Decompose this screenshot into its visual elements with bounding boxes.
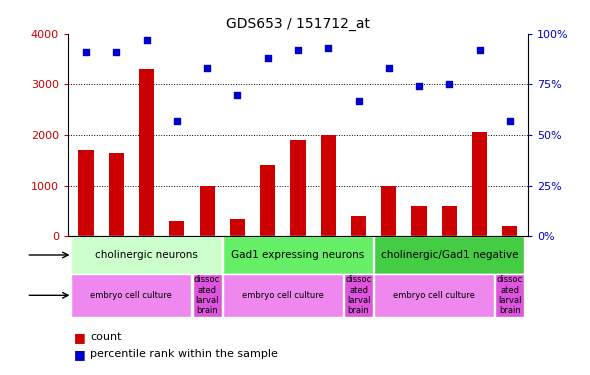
Bar [411, 206, 427, 236]
Text: dissoc
ated
larval
brain: dissoc ated larval brain [194, 275, 220, 315]
Bar [78, 150, 94, 236]
Bar [472, 132, 487, 236]
Bar [139, 69, 154, 236]
Point [263, 55, 273, 61]
Text: Gad1 expressing neurons: Gad1 expressing neurons [231, 250, 365, 260]
Bar [260, 165, 276, 236]
Bar [192, 274, 222, 317]
Bar [230, 219, 245, 236]
Bar [502, 226, 517, 236]
Bar [223, 236, 373, 274]
Point [414, 83, 424, 89]
Point [505, 118, 514, 124]
Point [445, 81, 454, 87]
Text: cholinergic neurons: cholinergic neurons [95, 250, 198, 260]
Text: cholinergic/Gad1 negative: cholinergic/Gad1 negative [381, 250, 518, 260]
Bar [290, 140, 306, 236]
Point [202, 65, 212, 71]
Point [112, 49, 121, 55]
Text: percentile rank within the sample: percentile rank within the sample [90, 350, 278, 359]
Bar [344, 274, 373, 317]
Bar [496, 274, 525, 317]
Text: embryo cell culture: embryo cell culture [90, 291, 172, 300]
Point [232, 92, 242, 98]
Text: ■: ■ [74, 348, 86, 361]
Bar [71, 274, 191, 317]
Bar [442, 206, 457, 236]
Text: dissoc
ated
larval
brain: dissoc ated larval brain [345, 275, 372, 315]
Bar [320, 135, 336, 236]
Title: GDS653 / 151712_at: GDS653 / 151712_at [226, 17, 370, 32]
Point [142, 37, 151, 43]
Text: embryo cell culture: embryo cell culture [394, 291, 475, 300]
Bar [374, 274, 494, 317]
Point [81, 49, 91, 55]
Point [475, 47, 484, 53]
Bar [169, 221, 185, 236]
Bar [199, 186, 215, 236]
Bar [223, 274, 343, 317]
Point [323, 45, 333, 51]
Bar [374, 236, 525, 274]
Text: dissoc
ated
larval
brain: dissoc ated larval brain [497, 275, 523, 315]
Bar [351, 216, 366, 236]
Point [354, 98, 363, 104]
Bar [381, 186, 396, 236]
Point [384, 65, 394, 71]
Text: embryo cell culture: embryo cell culture [242, 291, 324, 300]
Text: ■: ■ [74, 331, 86, 344]
Point [293, 47, 303, 53]
Point [172, 118, 182, 124]
Text: count: count [90, 333, 122, 342]
Bar [71, 236, 222, 274]
Bar [109, 153, 124, 236]
